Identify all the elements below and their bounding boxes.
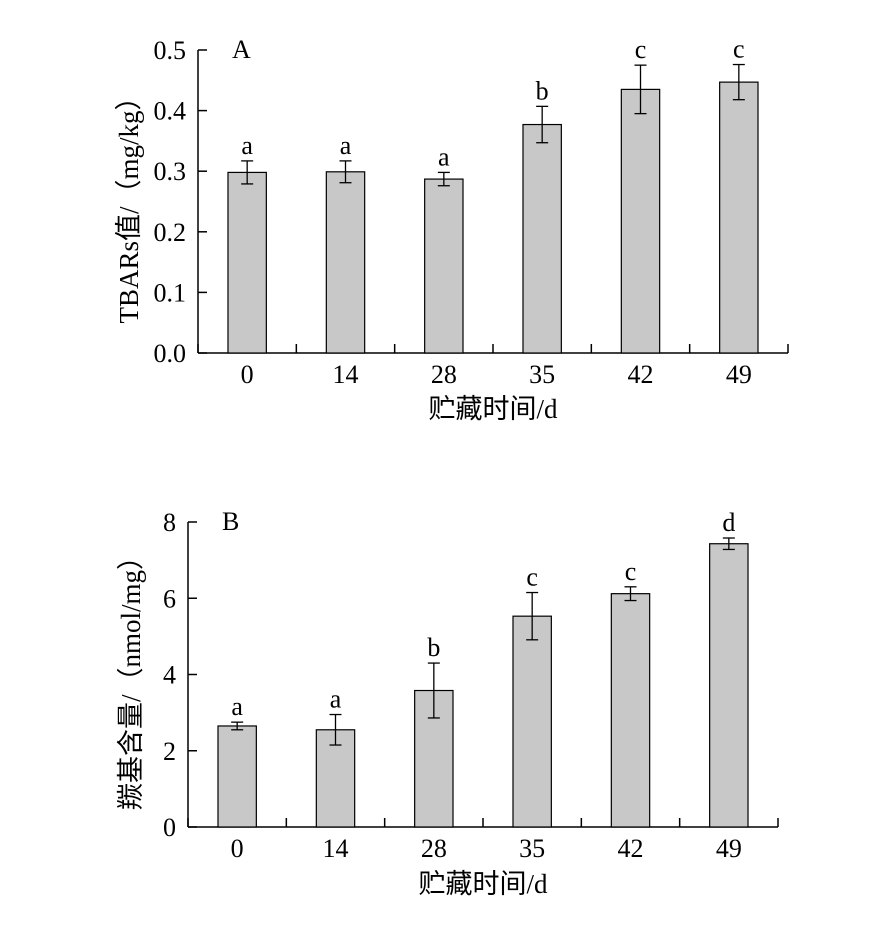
- bar: [227, 171, 267, 354]
- significance-label: b: [427, 633, 440, 662]
- x-tick-label: 42: [628, 360, 654, 389]
- panel-label: B: [222, 507, 239, 536]
- x-axis-title: 贮藏时间/d: [418, 869, 548, 899]
- y-tick-label: 0: [163, 813, 176, 842]
- x-tick-label: 0: [241, 360, 254, 389]
- y-tick-label: 2: [163, 737, 176, 766]
- significance-label: b: [536, 76, 549, 105]
- y-tick-label: 0.0: [154, 339, 187, 368]
- chart-panel-b: 0 2 4 6 8 a 0 a 14 b 28 c 35 c 42 d 49 B 贮藏时间/d 羰基含量/（nmol/…: [116, 507, 779, 899]
- y-tick-label: 0.3: [154, 157, 187, 186]
- x-tick-label: 14: [333, 360, 359, 389]
- x-tick-label: 28: [421, 834, 447, 863]
- y-tick-label: 0.5: [154, 36, 187, 65]
- significance-label: c: [625, 557, 637, 586]
- bar: [719, 81, 759, 354]
- significance-label: a: [241, 131, 253, 160]
- bar: [709, 543, 749, 828]
- x-tick-label: 14: [323, 834, 349, 863]
- chart-panel-a: 0.0 0.1 0.2 0.3 0.4 0.5 a 0 a 14 a 28 b 35 c 42 c 49 A 贮藏时间…: [114, 35, 789, 424]
- x-tick-label: 35: [519, 834, 545, 863]
- significance-label: c: [635, 35, 647, 64]
- bar: [620, 88, 661, 354]
- x-tick-label: 28: [431, 360, 457, 389]
- bar: [512, 615, 552, 828]
- significance-label: c: [733, 35, 745, 64]
- y-tick-label: 6: [163, 584, 176, 613]
- panel-label: A: [232, 35, 251, 64]
- x-tick-label: 49: [726, 360, 752, 389]
- y-tick-label: 0.1: [154, 278, 187, 307]
- x-tick-label: 42: [618, 834, 644, 863]
- y-axis-title: TBARs值/（mg/kg）: [114, 83, 144, 323]
- y-tick-label: 4: [163, 661, 176, 690]
- significance-label: c: [526, 563, 538, 592]
- x-axis-title: 贮藏时间/d: [428, 394, 558, 424]
- y-tick-label: 0.4: [154, 97, 187, 126]
- bar: [424, 178, 464, 354]
- y-tick-label: 0.2: [154, 218, 187, 247]
- significance-label: a: [340, 131, 352, 160]
- significance-label: a: [231, 692, 243, 721]
- x-tick-label: 0: [231, 834, 244, 863]
- y-axis-title: 羰基含量/（nmol/mg）: [116, 543, 146, 810]
- significance-label: a: [438, 142, 450, 171]
- significance-label: d: [722, 508, 735, 537]
- bar: [315, 729, 356, 828]
- y-tick-label: 8: [163, 508, 176, 537]
- bar: [522, 123, 562, 354]
- significance-label: a: [330, 685, 342, 714]
- bar: [325, 171, 366, 354]
- bar: [610, 593, 651, 828]
- x-tick-label: 35: [529, 360, 555, 389]
- bar: [217, 725, 257, 828]
- x-tick-label: 49: [716, 834, 742, 863]
